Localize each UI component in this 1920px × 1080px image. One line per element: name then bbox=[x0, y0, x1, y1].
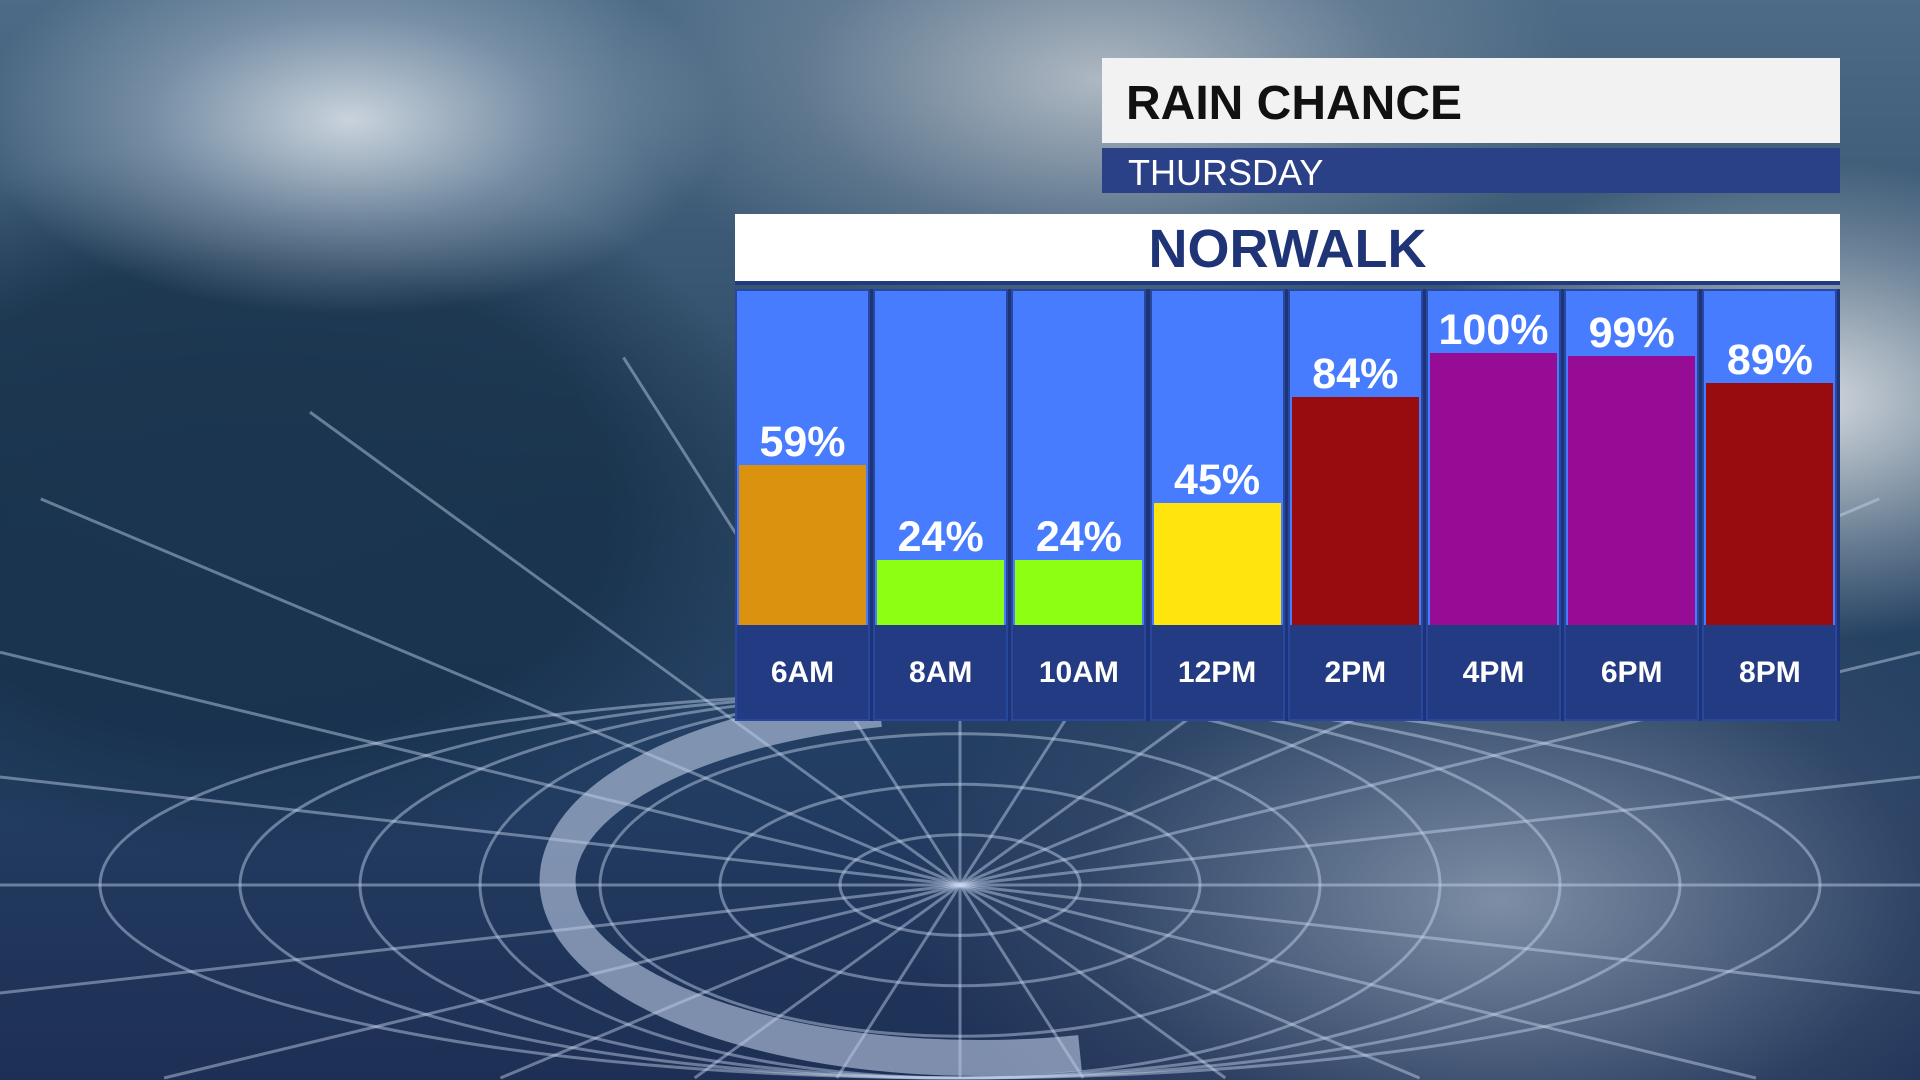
data-label: 59% bbox=[759, 417, 846, 466]
bar bbox=[1568, 355, 1696, 625]
day-box: THURSDAY bbox=[1102, 148, 1840, 193]
location-label: NORWALK bbox=[1148, 219, 1427, 279]
x-tick-label: 8AM bbox=[875, 625, 1007, 719]
bar-column: 89% 8PM bbox=[1702, 289, 1838, 721]
bar bbox=[1291, 396, 1419, 625]
radar-spoke bbox=[959, 883, 1920, 995]
radar-spoke bbox=[0, 775, 961, 887]
x-tick-label: 12PM bbox=[1151, 625, 1283, 719]
x-tick-label: 4PM bbox=[1428, 625, 1559, 719]
data-label: 89% bbox=[1726, 335, 1813, 384]
bar-column: 84% 2PM bbox=[1287, 289, 1423, 721]
radar-spoke bbox=[959, 883, 1757, 1080]
bar-column: 59% 6AM bbox=[735, 289, 870, 721]
bar-column: 45% 12PM bbox=[1149, 289, 1285, 721]
data-label: 100% bbox=[1438, 306, 1549, 354]
bar bbox=[1153, 502, 1281, 625]
x-tick-label: 8PM bbox=[1704, 625, 1836, 719]
bar-column: 99% 6PM bbox=[1564, 289, 1700, 721]
bar-column: 100% 4PM bbox=[1426, 289, 1561, 721]
radar-spoke bbox=[693, 883, 961, 1080]
radar-ring bbox=[718, 782, 1202, 988]
data-label: 99% bbox=[1588, 308, 1675, 357]
radar-spoke bbox=[309, 410, 961, 887]
radar-spoke bbox=[163, 883, 961, 1080]
radar-spoke bbox=[499, 883, 961, 1080]
title-box: RAIN CHANCE bbox=[1102, 58, 1840, 143]
chart-title: RAIN CHANCE bbox=[1126, 77, 1462, 130]
radar-spoke bbox=[40, 497, 961, 887]
x-tick-label: 6AM bbox=[737, 625, 868, 719]
bar bbox=[1706, 382, 1834, 625]
radar-spoke bbox=[0, 650, 961, 887]
data-label: 84% bbox=[1312, 349, 1399, 398]
bar-column: 24% 10AM bbox=[1011, 289, 1147, 721]
location-box: NORWALK bbox=[735, 214, 1840, 285]
bar-column: 24% 8AM bbox=[873, 289, 1009, 721]
data-label: 45% bbox=[1174, 455, 1261, 504]
rain-chance-chart: 59% 6AM 24% 8AM 24% 10AM 45% 12PM 84% 2PM 100% 4PM 9… bbox=[735, 289, 1840, 721]
radar-ring bbox=[598, 732, 1322, 1038]
bar bbox=[1430, 353, 1557, 625]
x-tick-label: 10AM bbox=[1013, 625, 1145, 719]
data-label: 24% bbox=[1035, 512, 1122, 561]
bar bbox=[1015, 559, 1143, 625]
data-label: 24% bbox=[897, 512, 984, 561]
radar-spoke bbox=[0, 883, 961, 995]
radar-spoke bbox=[959, 883, 1227, 1080]
radar-sweep-arc bbox=[539, 691, 1082, 1077]
x-tick-label: 2PM bbox=[1289, 625, 1421, 719]
x-tick-label: 6PM bbox=[1566, 625, 1698, 719]
bar bbox=[739, 464, 866, 625]
radar-spoke bbox=[959, 775, 1920, 887]
day-label: THURSDAY bbox=[1128, 152, 1324, 193]
radar-ring bbox=[838, 833, 1082, 937]
bar bbox=[877, 559, 1005, 625]
radar-spoke bbox=[959, 883, 1421, 1080]
